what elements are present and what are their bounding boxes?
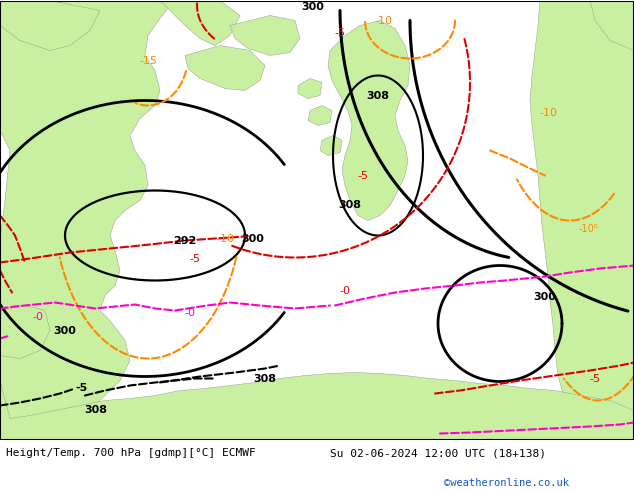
Text: -5: -5 (358, 171, 368, 180)
Text: -5: -5 (76, 384, 88, 393)
Text: -0: -0 (184, 308, 195, 318)
Text: 300: 300 (302, 1, 325, 11)
Text: Height/Temp. 700 hPa [gdmp][°C] ECMWF: Height/Temp. 700 hPa [gdmp][°C] ECMWF (6, 448, 256, 458)
Polygon shape (0, 305, 50, 359)
Text: -10: -10 (216, 234, 234, 244)
Text: -10⁰: -10⁰ (578, 223, 598, 234)
Text: ©weatheronline.co.uk: ©weatheronline.co.uk (444, 478, 569, 488)
Polygon shape (0, 0, 100, 50)
Text: 300: 300 (534, 292, 557, 301)
Text: -0: -0 (339, 286, 351, 295)
Text: 308: 308 (339, 200, 361, 211)
Text: 308: 308 (366, 91, 389, 100)
Polygon shape (0, 0, 170, 441)
Text: -5: -5 (590, 373, 600, 384)
Polygon shape (0, 372, 634, 441)
Polygon shape (185, 46, 265, 91)
Text: 300: 300 (242, 234, 264, 244)
Polygon shape (160, 0, 240, 46)
Text: -5: -5 (190, 253, 200, 264)
Text: 300: 300 (53, 325, 77, 336)
Text: 292: 292 (173, 236, 197, 245)
Text: -10: -10 (539, 107, 557, 118)
Text: -0: -0 (32, 312, 44, 321)
Polygon shape (530, 0, 634, 441)
Polygon shape (328, 21, 410, 221)
Polygon shape (298, 78, 322, 98)
Text: 308: 308 (254, 373, 276, 384)
Text: Su 02-06-2024 12:00 UTC (18+138): Su 02-06-2024 12:00 UTC (18+138) (330, 448, 546, 458)
Text: 308: 308 (84, 406, 108, 416)
Polygon shape (308, 105, 332, 125)
Text: -5: -5 (335, 27, 346, 38)
Polygon shape (230, 16, 300, 55)
Text: -10: -10 (374, 16, 392, 25)
Polygon shape (590, 0, 634, 50)
Polygon shape (320, 136, 342, 155)
Text: -15: -15 (139, 55, 157, 66)
